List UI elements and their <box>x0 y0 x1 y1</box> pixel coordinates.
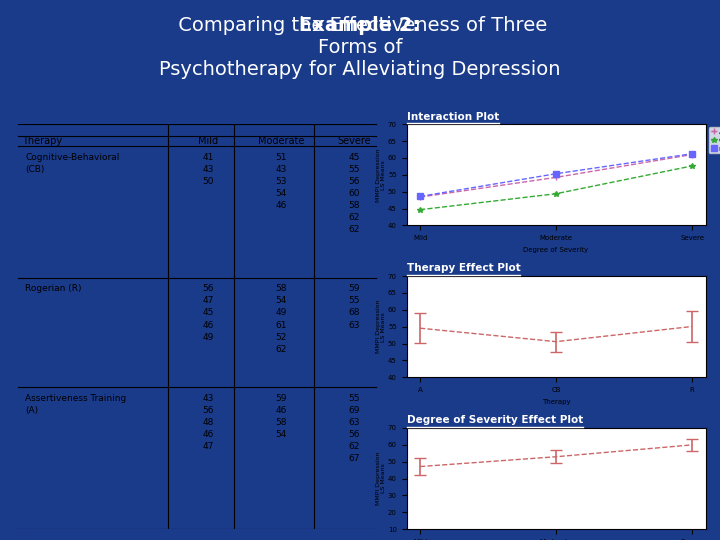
Text: Comparing the Effectiveness of Three
Forms of
Psychotherapy for Alleviating Depr: Comparing the Effectiveness of Three For… <box>159 16 561 79</box>
Text: 56: 56 <box>348 430 360 439</box>
Text: 55: 55 <box>348 394 360 402</box>
Text: 59: 59 <box>276 394 287 402</box>
CB <box>552 191 560 197</box>
Text: 63: 63 <box>348 321 360 329</box>
Text: 67: 67 <box>348 454 360 463</box>
Text: 43: 43 <box>202 165 214 174</box>
Y-axis label: MMPI Depression
LS Means: MMPI Depression LS Means <box>376 300 387 354</box>
Y-axis label: MMPI Depression
LS Means: MMPI Depression LS Means <box>376 148 387 201</box>
A <box>415 194 424 200</box>
Text: 46: 46 <box>276 201 287 210</box>
Text: 55: 55 <box>348 165 360 174</box>
Text: Cognitive-Behavioral: Cognitive-Behavioral <box>25 152 120 161</box>
Text: Interaction Plot: Interaction Plot <box>407 111 499 122</box>
Text: 52: 52 <box>276 333 287 342</box>
Line: R: R <box>418 151 695 199</box>
Text: 55: 55 <box>348 296 360 305</box>
Text: 58: 58 <box>348 201 360 210</box>
Text: 50: 50 <box>202 177 214 186</box>
Text: 54: 54 <box>276 296 287 305</box>
Text: 49: 49 <box>202 333 214 342</box>
CB <box>415 206 424 213</box>
Text: 47: 47 <box>202 296 214 305</box>
Text: 56: 56 <box>202 284 214 293</box>
R <box>552 171 560 177</box>
Text: 63: 63 <box>348 418 360 427</box>
Text: 46: 46 <box>276 406 287 415</box>
Line: A: A <box>418 152 695 200</box>
Text: Therapy Effect Plot: Therapy Effect Plot <box>407 264 521 273</box>
Text: 56: 56 <box>202 406 214 415</box>
Text: 62: 62 <box>276 345 287 354</box>
Text: 47: 47 <box>202 442 214 451</box>
Text: 53: 53 <box>276 177 287 186</box>
X-axis label: Degree of Severity: Degree of Severity <box>523 247 589 253</box>
Text: Assertiveness Training: Assertiveness Training <box>25 394 127 402</box>
CB <box>688 163 696 169</box>
Text: 46: 46 <box>202 430 214 439</box>
Text: 45: 45 <box>348 152 360 161</box>
Text: Therapy: Therapy <box>22 136 62 146</box>
Text: 60: 60 <box>348 189 360 198</box>
Text: 51: 51 <box>276 152 287 161</box>
Text: Degree of Severity Effect Plot: Degree of Severity Effect Plot <box>407 415 582 426</box>
Text: 49: 49 <box>276 308 287 318</box>
Y-axis label: MMPI Depression
LS Means: MMPI Depression LS Means <box>376 452 387 505</box>
Text: Rogerian (R): Rogerian (R) <box>25 284 82 293</box>
Text: 54: 54 <box>276 189 287 198</box>
Text: (A): (A) <box>25 406 38 415</box>
Text: 58: 58 <box>276 418 287 427</box>
Text: 58: 58 <box>276 284 287 293</box>
Text: 59: 59 <box>348 284 360 293</box>
R <box>688 151 696 157</box>
Text: 62: 62 <box>348 226 360 234</box>
Text: 62: 62 <box>348 442 360 451</box>
Text: Moderate: Moderate <box>258 136 305 146</box>
Text: Mild: Mild <box>198 136 218 146</box>
Legend: A, CB, R: A, CB, R <box>708 127 720 153</box>
Text: Severe: Severe <box>338 136 372 146</box>
Text: 41: 41 <box>202 152 214 161</box>
A <box>688 151 696 158</box>
Text: (CB): (CB) <box>25 165 45 174</box>
Text: 54: 54 <box>276 430 287 439</box>
Text: 69: 69 <box>348 406 360 415</box>
Text: 68: 68 <box>348 308 360 318</box>
Text: 46: 46 <box>202 321 214 329</box>
Text: 43: 43 <box>202 394 214 402</box>
Text: 45: 45 <box>202 308 214 318</box>
Text: Example 2:: Example 2: <box>300 16 420 35</box>
R <box>415 193 424 200</box>
Text: 48: 48 <box>202 418 214 427</box>
Line: CB: CB <box>418 163 695 212</box>
Text: 43: 43 <box>276 165 287 174</box>
Text: 61: 61 <box>276 321 287 329</box>
X-axis label: Therapy: Therapy <box>541 399 570 404</box>
Text: 56: 56 <box>348 177 360 186</box>
A <box>552 174 560 180</box>
Text: 62: 62 <box>348 213 360 222</box>
